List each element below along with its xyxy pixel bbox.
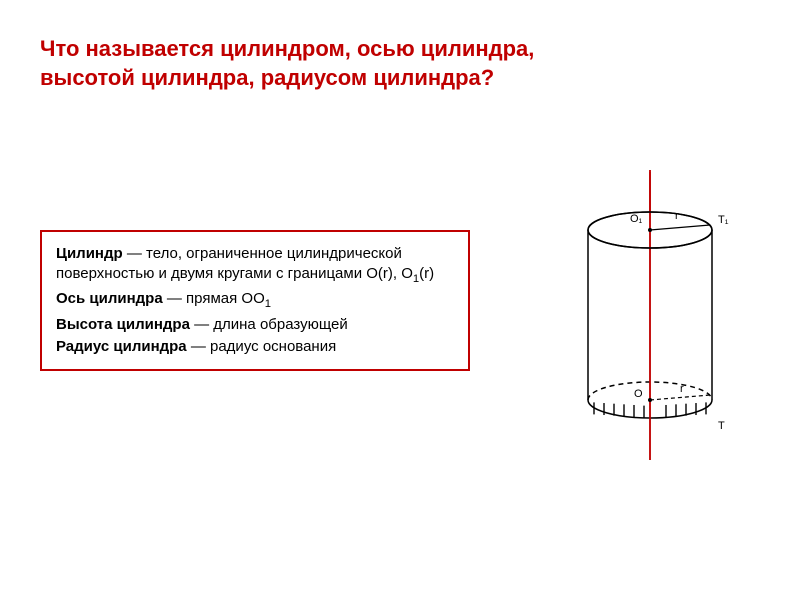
- definition-term: Высота цилиндра: [56, 316, 190, 333]
- diagram-label-O1: O₁: [630, 213, 642, 225]
- definition-body: прямая OO1: [186, 290, 271, 307]
- definition-term: Ось цилиндра: [56, 290, 163, 307]
- page-title: Что называется цилиндром, осью цилиндра,…: [40, 35, 580, 92]
- definition-box: Цилиндр — тело, ограниченное цилиндричес…: [40, 230, 470, 371]
- diagram-label-O: O: [634, 388, 643, 400]
- definition-body: радиус основания: [210, 338, 336, 355]
- definition-term: Радиус цилиндра: [56, 338, 187, 355]
- definition-line: Радиус цилиндра — радиус основания: [56, 337, 454, 357]
- definition-line: Высота цилиндра — длина образующей: [56, 315, 454, 335]
- definition-term: Цилиндр: [56, 245, 123, 262]
- diagram-label-r_top: r: [675, 210, 679, 222]
- definition-line: Ось цилиндра — прямая OO1: [56, 289, 454, 312]
- definition-line: Цилиндр — тело, ограниченное цилиндричес…: [56, 244, 454, 287]
- diagram-label-T1: T₁: [718, 214, 728, 226]
- definition-body: длина образующей: [213, 316, 347, 333]
- cylinder-diagram: O₁ r T₁ Or T: [540, 170, 760, 460]
- diagram-label-r_bottom: r: [680, 383, 684, 395]
- diagram-label-T: T: [718, 420, 725, 432]
